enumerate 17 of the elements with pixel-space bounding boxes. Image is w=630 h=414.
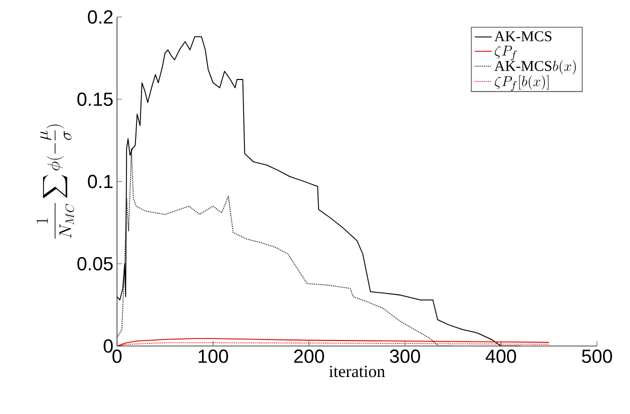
x-tick-label: 500 (582, 350, 612, 363)
legend-label: $\text{AK-MCS}b(x)$ (494, 60, 576, 74)
x-tick-label: 400 (486, 350, 516, 363)
legend-label: $\zeta P_f$ (494, 46, 517, 60)
y-tick-label: 0.2 (88, 10, 113, 24)
x-tick-label: 100 (198, 350, 228, 363)
y-tick-label: 0.05 (77, 257, 113, 270)
y-axis-title: $\frac{1}{N_{MC}}\sum\phi(-\frac{\mu}{\sigma})$ (36, 124, 74, 239)
x-tick-label: 0 (112, 350, 122, 363)
y-tick-label: 0.15 (77, 92, 113, 106)
legend-label: $\zeta P_f[b(x)]$ (494, 75, 548, 91)
x-axis-title: iteration (329, 366, 385, 378)
x-tick-label: 200 (294, 350, 324, 363)
x-tick-label: 300 (390, 350, 420, 363)
legend-label: $\text{AK-MCS}$ (494, 31, 552, 42)
y-tick-label: 0.1 (88, 174, 113, 188)
y-tick-label: 0 (104, 339, 113, 353)
